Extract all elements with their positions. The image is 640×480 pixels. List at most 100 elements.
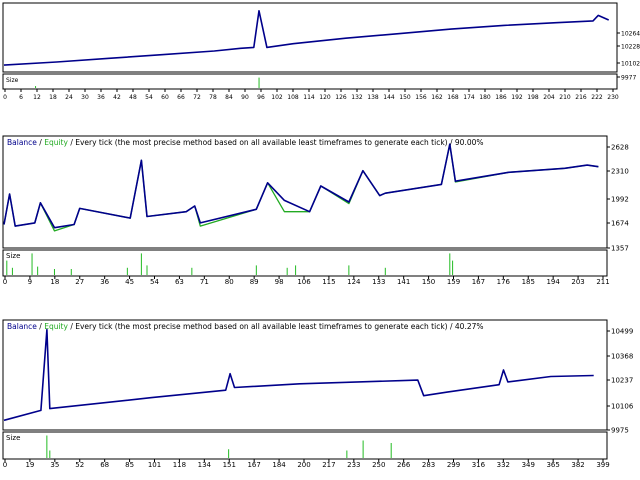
x-tick-label: 150: [399, 94, 411, 101]
balance-line: [3, 143, 599, 229]
x-tick-label: 176: [497, 278, 511, 286]
balance-line: [3, 10, 610, 66]
x-tick-label: 9: [28, 278, 32, 286]
x-tick-label: 365: [546, 461, 559, 469]
x-tick-label: 78: [209, 94, 217, 101]
x-tick-label: 120: [319, 94, 331, 101]
x-tick-label: 382: [571, 461, 584, 469]
x-tick-label: 18: [49, 94, 57, 101]
x-tick-label: 66: [177, 94, 185, 101]
x-tick-label: 316: [472, 461, 486, 469]
x-tick-label: 151: [223, 461, 236, 469]
x-tick-label: 185: [522, 278, 535, 286]
size-label: Size: [6, 434, 20, 442]
x-tick-label: 24: [65, 94, 73, 101]
main-plot-frame: [2, 135, 608, 249]
x-tick-label: 0: [3, 278, 7, 286]
y-tick-label: 1992: [611, 196, 629, 204]
x-tick-label: 115: [322, 278, 335, 286]
header-balance: Balance: [7, 322, 37, 331]
x-tick-label: 126: [335, 94, 347, 101]
x-tick-label: 167: [247, 461, 260, 469]
x-tick-label: 144: [383, 94, 395, 101]
header-rest: / Every tick (the most precise method ba…: [68, 322, 484, 331]
x-tick-label: 18: [50, 278, 59, 286]
x-tick-label: 72: [193, 94, 201, 101]
x-tick-label: 204: [543, 94, 555, 101]
main-plot-frame: [2, 319, 608, 431]
x-tick-label: 63: [175, 278, 184, 286]
y-tick-label: 1357: [611, 245, 629, 253]
chart-header: Balance / Equity / Every tick (the most …: [7, 322, 484, 331]
x-tick-label: 168: [447, 94, 459, 101]
x-tick-label: 230: [607, 94, 619, 101]
x-tick-label: 194: [546, 278, 560, 286]
x-tick-label: 399: [596, 461, 609, 469]
y-tick-label: 10237: [611, 377, 633, 385]
x-tick-label: 60: [161, 94, 169, 101]
chart-header: Balance / Equity / Every tick (the most …: [7, 138, 484, 147]
header-sep: /: [37, 138, 44, 147]
x-tick-label: 36: [100, 278, 109, 286]
x-tick-label: 124: [347, 278, 361, 286]
x-tick-label: 186: [495, 94, 507, 101]
x-tick-label: 98: [275, 278, 284, 286]
size-label: Size: [6, 77, 19, 84]
x-tick-label: 80: [225, 278, 234, 286]
x-tick-label: 118: [173, 461, 186, 469]
x-tick-label: 114: [303, 94, 315, 101]
x-tick-label: 210: [559, 94, 571, 101]
y-tick-label: 1674: [611, 220, 629, 228]
size-plot-frame: [2, 249, 608, 277]
x-tick-label: 108: [287, 94, 299, 101]
x-tick-label: 141: [397, 278, 410, 286]
balance-line: [3, 328, 594, 422]
y-tick-label: 9977: [621, 75, 636, 82]
chart-3: Balance / Equity / Every tick (the most …: [2, 319, 634, 469]
y-tick-label: 2628: [611, 144, 629, 152]
x-tick-label: 133: [372, 278, 385, 286]
x-tick-label: 19: [25, 461, 34, 469]
chart-1: 10264 10228 10102 9977 Size 0 6 12 18 24 30 36 42 48 5…: [2, 2, 640, 101]
x-tick-label: 198: [527, 94, 539, 101]
y-tick-label: 10499: [611, 328, 633, 336]
x-tick-label: 71: [200, 278, 209, 286]
x-tick-label: 30: [81, 94, 89, 101]
y-tick-label: 10106: [611, 403, 634, 411]
main-plot-frame: [2, 2, 618, 73]
x-tick-label: 167: [472, 278, 485, 286]
x-tick-label: 299: [447, 461, 460, 469]
x-tick-label: 0: [3, 94, 7, 101]
y-tick-label: 2310: [611, 168, 629, 176]
x-tick-label: 54: [145, 94, 153, 101]
x-tick-label: 132: [351, 94, 363, 101]
y-tick-label: 10368: [611, 353, 633, 361]
header-equity: Equity: [44, 138, 68, 147]
x-tick-label: 85: [125, 461, 134, 469]
x-tick-label: 27: [75, 278, 84, 286]
x-tick-label: 101: [148, 461, 161, 469]
x-tick-label: 102: [271, 94, 283, 101]
x-tick-label: 203: [571, 278, 584, 286]
y-tick-label: 10102: [621, 61, 640, 68]
x-tick-label: 48: [129, 94, 137, 101]
x-tick-label: 6: [19, 94, 23, 101]
header-sep: /: [37, 322, 44, 331]
x-tick-label: 156: [415, 94, 427, 101]
x-tick-label: 200: [297, 461, 310, 469]
x-tick-label: 138: [367, 94, 379, 101]
size-plot-frame: [2, 431, 608, 460]
x-tick-label: 216: [575, 94, 587, 101]
header-balance: Balance: [7, 138, 37, 147]
x-tick-label: 283: [422, 461, 435, 469]
size-plot-frame: [2, 73, 618, 90]
x-tick-label: 106: [297, 278, 311, 286]
header-rest: / Every tick (the most precise method ba…: [68, 138, 484, 147]
x-tick-label: 89: [250, 278, 259, 286]
x-tick-label: 36: [97, 94, 105, 101]
size-label: Size: [6, 252, 20, 260]
y-tick-label: 10228: [621, 44, 640, 51]
x-tick-label: 174: [463, 94, 475, 101]
header-equity: Equity: [44, 322, 68, 331]
